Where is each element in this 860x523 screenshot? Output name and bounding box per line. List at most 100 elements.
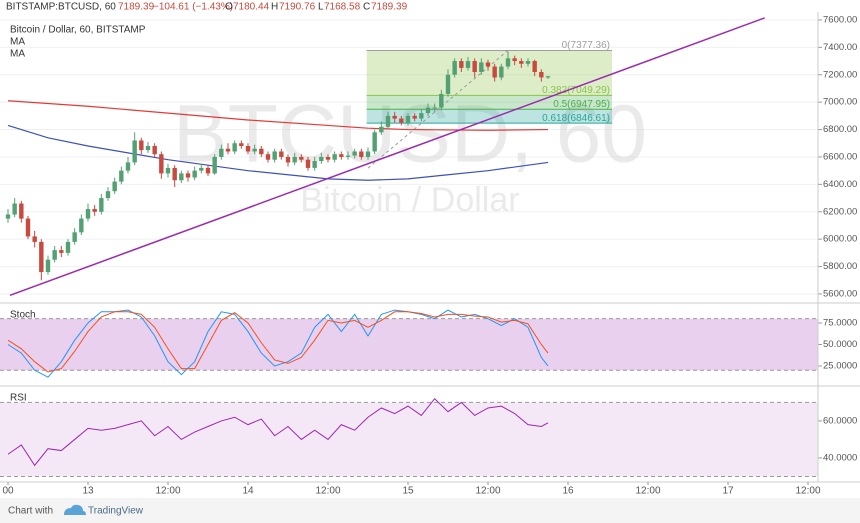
band bbox=[0, 402, 818, 477]
x-tick-label: 12:00 bbox=[315, 486, 340, 497]
candle-body bbox=[125, 162, 131, 171]
legend-entry: MA bbox=[10, 49, 25, 60]
candle-body bbox=[172, 167, 177, 181]
fib-label: 0.382(7049.29) bbox=[542, 85, 610, 96]
legend-entry: MA bbox=[10, 37, 25, 48]
candle-body bbox=[65, 241, 71, 253]
candle-body bbox=[112, 181, 117, 192]
candle-body bbox=[39, 241, 44, 273]
pane-title: RSI bbox=[10, 393, 27, 404]
candle-body bbox=[72, 232, 77, 242]
candle-body bbox=[185, 173, 191, 178]
y-tick-label: 5600.00 bbox=[823, 288, 857, 299]
close-label: C bbox=[363, 2, 370, 13]
candle-body bbox=[519, 61, 524, 64]
y-tick-label: 75.0000 bbox=[823, 317, 857, 328]
candle-body bbox=[279, 151, 284, 157]
y-tick-label: 50.0000 bbox=[823, 339, 857, 350]
x-tick-label: 12:00 bbox=[635, 486, 660, 497]
y-tick-label: 7200.00 bbox=[823, 69, 857, 80]
y-tick-label: 40.0000 bbox=[823, 452, 857, 463]
indicator-line bbox=[7, 311, 549, 373]
candle-body bbox=[32, 236, 37, 242]
x-tick-label: 12:00 bbox=[155, 486, 180, 497]
candle-body bbox=[379, 126, 384, 133]
y-tick-label: 7400.00 bbox=[823, 42, 857, 53]
fib-zone bbox=[366, 50, 612, 96]
candle-body bbox=[539, 72, 544, 78]
candle-body bbox=[272, 151, 277, 160]
fib-anchor bbox=[367, 50, 509, 169]
candle-body bbox=[485, 62, 491, 67]
y-tick-label: 6800.00 bbox=[823, 124, 857, 135]
candle-body bbox=[25, 218, 31, 237]
candle-body bbox=[79, 218, 84, 233]
footer-bg bbox=[0, 498, 860, 523]
open-value: 7180.44 bbox=[233, 2, 270, 13]
x-tick-label: 12:00 bbox=[475, 486, 500, 497]
candle-body bbox=[525, 61, 531, 64]
watermark-subtitle: Bitcoin / Dollar bbox=[300, 181, 519, 219]
candle-body bbox=[479, 62, 484, 73]
candle-body bbox=[205, 167, 211, 174]
candle-body bbox=[85, 209, 91, 219]
candle-body bbox=[245, 145, 251, 152]
candle-body bbox=[145, 145, 151, 151]
y-tick-label: 7000.00 bbox=[823, 97, 857, 108]
candle-body bbox=[305, 159, 311, 168]
candle-body bbox=[432, 107, 437, 109]
y-tick-label: 60.0000 bbox=[823, 415, 857, 426]
watermark: BTCUSD, 60 bbox=[173, 89, 647, 180]
symbol: BITSTAMP:BTCUSD, 60 bbox=[6, 2, 116, 13]
candle-body bbox=[5, 214, 11, 219]
fib-label: 0(7377.36) bbox=[562, 40, 610, 51]
close-value: 7189.39 bbox=[371, 2, 408, 13]
candle-body bbox=[359, 151, 364, 157]
x-tick-label: 00 bbox=[2, 486, 14, 497]
moving-average bbox=[7, 124, 549, 181]
candle-body bbox=[545, 76, 551, 78]
fib-label: 0.5(6947.95) bbox=[553, 99, 610, 110]
candle-body bbox=[459, 61, 464, 68]
candle-body bbox=[299, 156, 304, 160]
footer-brand[interactable]: TradingView bbox=[88, 506, 144, 517]
candle-body bbox=[52, 250, 57, 260]
y-tick-label: 25.0000 bbox=[823, 361, 857, 372]
candle-body bbox=[405, 115, 411, 123]
candle-body bbox=[99, 198, 104, 212]
y-tick-label: 6600.00 bbox=[823, 151, 857, 162]
y-tick-label: 7600.00 bbox=[823, 14, 857, 25]
candle-body bbox=[319, 156, 324, 162]
candle-body bbox=[12, 203, 17, 215]
footer-prefix: Chart with bbox=[8, 506, 53, 517]
trendline bbox=[9, 17, 765, 297]
candle-body bbox=[225, 148, 231, 152]
x-tick-label: 12:00 bbox=[795, 486, 820, 497]
candle-body bbox=[512, 58, 517, 62]
y-tick-label: 5800.00 bbox=[823, 261, 857, 272]
candle-body bbox=[219, 148, 224, 157]
candle-body bbox=[179, 173, 184, 181]
tv-logo bbox=[64, 504, 86, 515]
candle-body bbox=[372, 132, 377, 152]
candle-body bbox=[59, 250, 64, 253]
high-value: 7190.76 bbox=[279, 2, 316, 13]
candle-body bbox=[365, 151, 371, 157]
candle-body bbox=[419, 113, 424, 119]
candle-body bbox=[439, 93, 444, 108]
candle-body bbox=[105, 191, 111, 199]
band bbox=[0, 318, 818, 371]
candle-body bbox=[132, 140, 137, 163]
candle-body bbox=[239, 143, 244, 146]
candle-body bbox=[285, 156, 291, 163]
candle-body bbox=[312, 161, 317, 168]
candle-body bbox=[159, 154, 164, 174]
candle-body bbox=[499, 66, 504, 78]
candle-body bbox=[199, 167, 204, 171]
candle-body bbox=[252, 148, 257, 152]
candle-body bbox=[265, 154, 271, 160]
candle-body bbox=[152, 145, 157, 155]
candle-body bbox=[412, 115, 417, 119]
